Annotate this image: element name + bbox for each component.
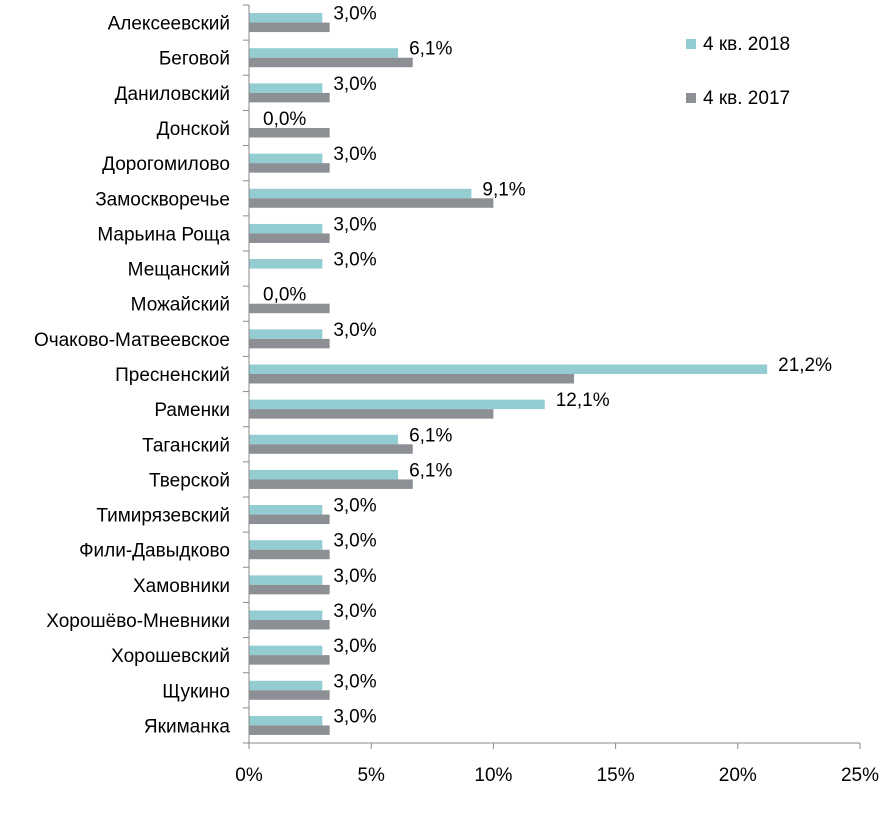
bar-series-2018 xyxy=(249,364,768,374)
bar-series-2018 xyxy=(249,610,323,620)
data-label: 0,0% xyxy=(263,109,306,130)
category-label: Хамовники xyxy=(133,576,230,597)
data-label: 6,1% xyxy=(409,460,452,481)
legend-swatch-2017 xyxy=(686,93,696,103)
bar-series-2018 xyxy=(249,469,399,480)
bar-series-2018 xyxy=(249,48,399,58)
data-label: 3,0% xyxy=(333,566,376,587)
bar-series-2018 xyxy=(249,188,472,199)
bar-series-2018 xyxy=(249,505,323,515)
category-label: Марьина Роща xyxy=(97,224,230,245)
category-label: Щукино xyxy=(162,681,230,702)
data-label: 3,0% xyxy=(333,531,376,552)
data-label: 3,0% xyxy=(333,636,376,657)
bar-series-2017 xyxy=(249,233,330,243)
data-label: 3,0% xyxy=(333,144,376,165)
data-label: 9,1% xyxy=(482,179,525,200)
category-label: Дорогомилово xyxy=(102,154,230,175)
bar-series-2017 xyxy=(249,409,494,419)
category-label: Можайский xyxy=(131,295,230,316)
data-label: 3,0% xyxy=(333,320,376,341)
bar-series-2018 xyxy=(249,329,323,339)
bar-series-2017 xyxy=(249,57,413,68)
data-label: 3,0% xyxy=(333,4,376,25)
category-label: Тимирязевский xyxy=(96,506,230,527)
bar-series-2017 xyxy=(249,479,413,489)
bar-series-2018 xyxy=(249,434,399,445)
bar-series-2017 xyxy=(249,690,330,700)
category-label: Таганский xyxy=(142,435,230,456)
x-tick-label: 10% xyxy=(474,765,512,786)
x-tick-label: 25% xyxy=(841,765,879,786)
category-label: Очаково-Матвеевское xyxy=(34,330,230,351)
category-label: Пресненский xyxy=(115,365,230,386)
data-label: 3,0% xyxy=(333,671,376,692)
x-tick-label: 0% xyxy=(235,765,263,786)
bar-series-2017 xyxy=(249,92,330,103)
category-label: Мещанский xyxy=(128,260,230,281)
data-label: 3,0% xyxy=(333,706,376,727)
category-label: Хорошевский xyxy=(111,646,230,667)
bar-series-2018 xyxy=(249,715,323,726)
bar-series-2017 xyxy=(249,338,330,349)
legend-label-2018: 4 кв. 2018 xyxy=(703,34,790,55)
bar-series-2018 xyxy=(249,13,323,23)
bar-series-2018 xyxy=(249,680,323,691)
bar-series-2018 xyxy=(249,259,323,269)
data-label: 3,0% xyxy=(333,601,376,622)
data-label: 6,1% xyxy=(409,39,452,60)
category-label: Якиманка xyxy=(144,716,230,737)
bar-series-2017 xyxy=(249,549,330,560)
bar-series-2018 xyxy=(249,575,323,585)
bar-series-2018 xyxy=(249,399,545,410)
category-label: Беговой xyxy=(159,49,230,70)
bar-series-2018 xyxy=(249,153,323,164)
category-label: Замоскворечье xyxy=(95,189,230,210)
x-tick-label: 20% xyxy=(719,765,757,786)
bar-series-2017 xyxy=(249,303,330,314)
data-label: 3,0% xyxy=(333,250,376,271)
data-label: 3,0% xyxy=(333,74,376,95)
bar-series-2017 xyxy=(249,725,330,735)
data-label: 21,2% xyxy=(778,355,832,376)
bar-series-2017 xyxy=(249,374,575,384)
bar-series-2018 xyxy=(249,645,323,656)
category-label: Тверской xyxy=(149,470,230,491)
data-label: 3,0% xyxy=(333,214,376,235)
bar-series-2017 xyxy=(249,620,330,630)
legend-swatch-2018 xyxy=(686,39,696,49)
category-label: Раменки xyxy=(154,400,230,421)
bar-series-2017 xyxy=(249,163,330,173)
bar-series-2018 xyxy=(249,223,323,234)
bar-series-2018 xyxy=(249,540,323,550)
category-label: Хорошёво-Мневники xyxy=(46,611,230,632)
data-label: 6,1% xyxy=(409,425,452,446)
bar-series-2017 xyxy=(249,128,330,138)
bar-series-2017 xyxy=(249,198,494,208)
bar-series-2017 xyxy=(249,655,330,665)
category-label: Даниловский xyxy=(115,84,230,105)
data-label: 0,0% xyxy=(263,285,306,306)
bar-series-2017 xyxy=(249,444,413,454)
x-tick-label: 5% xyxy=(357,765,385,786)
category-label: Алексеевский xyxy=(108,14,230,35)
bar-series-2017 xyxy=(249,22,330,33)
category-label: Донской xyxy=(157,119,230,140)
legend-label-2017: 4 кв. 2017 xyxy=(703,88,790,109)
category-label: Фили-Давыдково xyxy=(79,541,230,562)
data-label: 3,0% xyxy=(333,496,376,517)
bar-series-2017 xyxy=(249,514,330,525)
data-label: 12,1% xyxy=(556,390,610,411)
x-tick-label: 15% xyxy=(597,765,635,786)
bar-series-2017 xyxy=(249,584,330,595)
bar-series-2018 xyxy=(249,83,323,93)
